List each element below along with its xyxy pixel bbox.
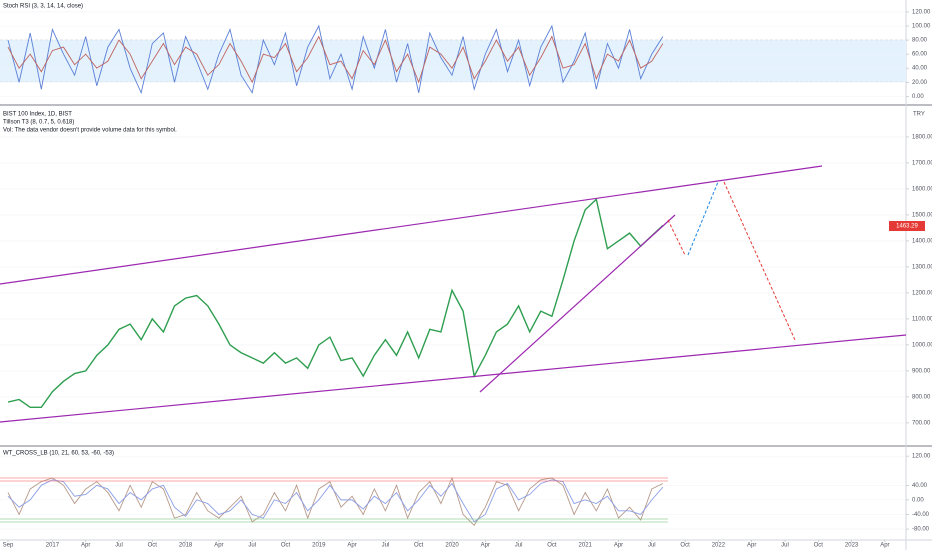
x-tick-label: Apr bbox=[481, 543, 490, 549]
y-tick-label: 1000.00 bbox=[912, 342, 932, 348]
y-tick-label: 1300.00 bbox=[912, 264, 932, 270]
y-tick-label: 1400.00 bbox=[912, 239, 932, 245]
x-tick-label: Oct bbox=[680, 543, 690, 549]
x-tick-label: Apr bbox=[614, 543, 623, 549]
y-tick-label: 0.00 bbox=[912, 94, 924, 100]
series-line bbox=[7, 197, 664, 409]
y-tick-label: 0.00 bbox=[912, 497, 924, 503]
indicator-title: Stoch RSI (3, 3, 14, 14, close) bbox=[3, 4, 83, 10]
x-tick-label: 2018 bbox=[179, 543, 193, 549]
x-tick-label: Jul bbox=[382, 543, 390, 549]
symbol-title: BIST 100 Index, 1D, BIST bbox=[3, 112, 72, 118]
y-tick-label: 1600.00 bbox=[912, 187, 932, 193]
channel-lower bbox=[0, 334, 907, 423]
trend-line bbox=[479, 214, 676, 393]
series-line bbox=[7, 479, 664, 523]
y-tick-label: 100.00 bbox=[912, 24, 931, 30]
y-tick-label: 1700.00 bbox=[912, 161, 932, 167]
x-tick-label: Oct bbox=[814, 543, 824, 549]
indicator-title: WT_CROSS_LB (10, 21, 60, 53, -60, -53) bbox=[3, 451, 114, 457]
y-tick-label: 40.00 bbox=[912, 66, 928, 72]
x-tick-label: Jul bbox=[115, 543, 123, 549]
series-line bbox=[7, 24, 664, 95]
marks: 0.00 20.00 40.00 60.00 80.00 100.00 120.00 700.… bbox=[0, 10, 932, 549]
y-tick-label: 800.00 bbox=[912, 394, 931, 400]
x-tick-label: Sep bbox=[3, 543, 14, 549]
y-tick-label: 60.00 bbox=[912, 52, 928, 58]
y-tick-label: 120.00 bbox=[912, 454, 931, 460]
projection bbox=[667, 219, 686, 256]
x-tick-label: 2021 bbox=[579, 543, 593, 549]
y-tick-label: -80.00 bbox=[912, 527, 930, 533]
x-tick-label: 2022 bbox=[712, 543, 726, 549]
y-tick-label: -40.00 bbox=[912, 512, 930, 518]
band bbox=[0, 40, 906, 83]
x-tick-label: Jul bbox=[648, 543, 656, 549]
y-tick-label: 80.00 bbox=[912, 38, 928, 44]
y-tick-label: 120.00 bbox=[912, 10, 931, 16]
y-tick-label: 40.00 bbox=[912, 483, 928, 489]
y-tick-label: 1800.00 bbox=[912, 135, 932, 141]
y-tick-label: 1200.00 bbox=[912, 290, 932, 296]
x-tick-label: 2023 bbox=[845, 543, 859, 549]
x-tick-label: Apr bbox=[880, 543, 889, 549]
volume-note: Vol: The data vendor doesn't provide vol… bbox=[3, 128, 177, 134]
series-line bbox=[7, 35, 664, 84]
x-tick-label: Jul bbox=[248, 543, 256, 549]
x-tick-label: Jul bbox=[515, 543, 523, 549]
x-tick-label: Apr bbox=[347, 543, 356, 549]
projection bbox=[723, 181, 796, 341]
x-tick-label: Oct bbox=[414, 543, 424, 549]
x-tick-label: Oct bbox=[547, 543, 557, 549]
x-tick-label: Apr bbox=[81, 543, 90, 549]
y-tick-label: 1500.00 bbox=[912, 213, 932, 219]
x-tick-label: Oct bbox=[148, 543, 158, 549]
x-tick-label: Jul bbox=[781, 543, 789, 549]
x-tick-label: 2017 bbox=[46, 543, 60, 549]
series-line bbox=[7, 476, 664, 527]
price-label: 1463.29 bbox=[896, 224, 918, 230]
y-tick-label: 1100.00 bbox=[912, 316, 932, 322]
x-tick-label: 2019 bbox=[312, 543, 326, 549]
currency: TRY bbox=[913, 112, 925, 118]
price-label-box bbox=[889, 221, 925, 231]
projection bbox=[687, 181, 719, 256]
y-tick-label: 700.00 bbox=[912, 420, 931, 426]
x-tick-label: Oct bbox=[281, 543, 291, 549]
x-tick-label: 2020 bbox=[445, 543, 459, 549]
x-tick-label: Apr bbox=[214, 543, 223, 549]
channel-upper bbox=[0, 165, 823, 285]
y-tick-label: 900.00 bbox=[912, 368, 931, 374]
indicator-title: Tillson T3 (8, 0.7, 5, 0.618) bbox=[3, 120, 74, 126]
x-tick-label: Apr bbox=[747, 543, 756, 549]
y-tick-label: 20.00 bbox=[912, 80, 928, 86]
